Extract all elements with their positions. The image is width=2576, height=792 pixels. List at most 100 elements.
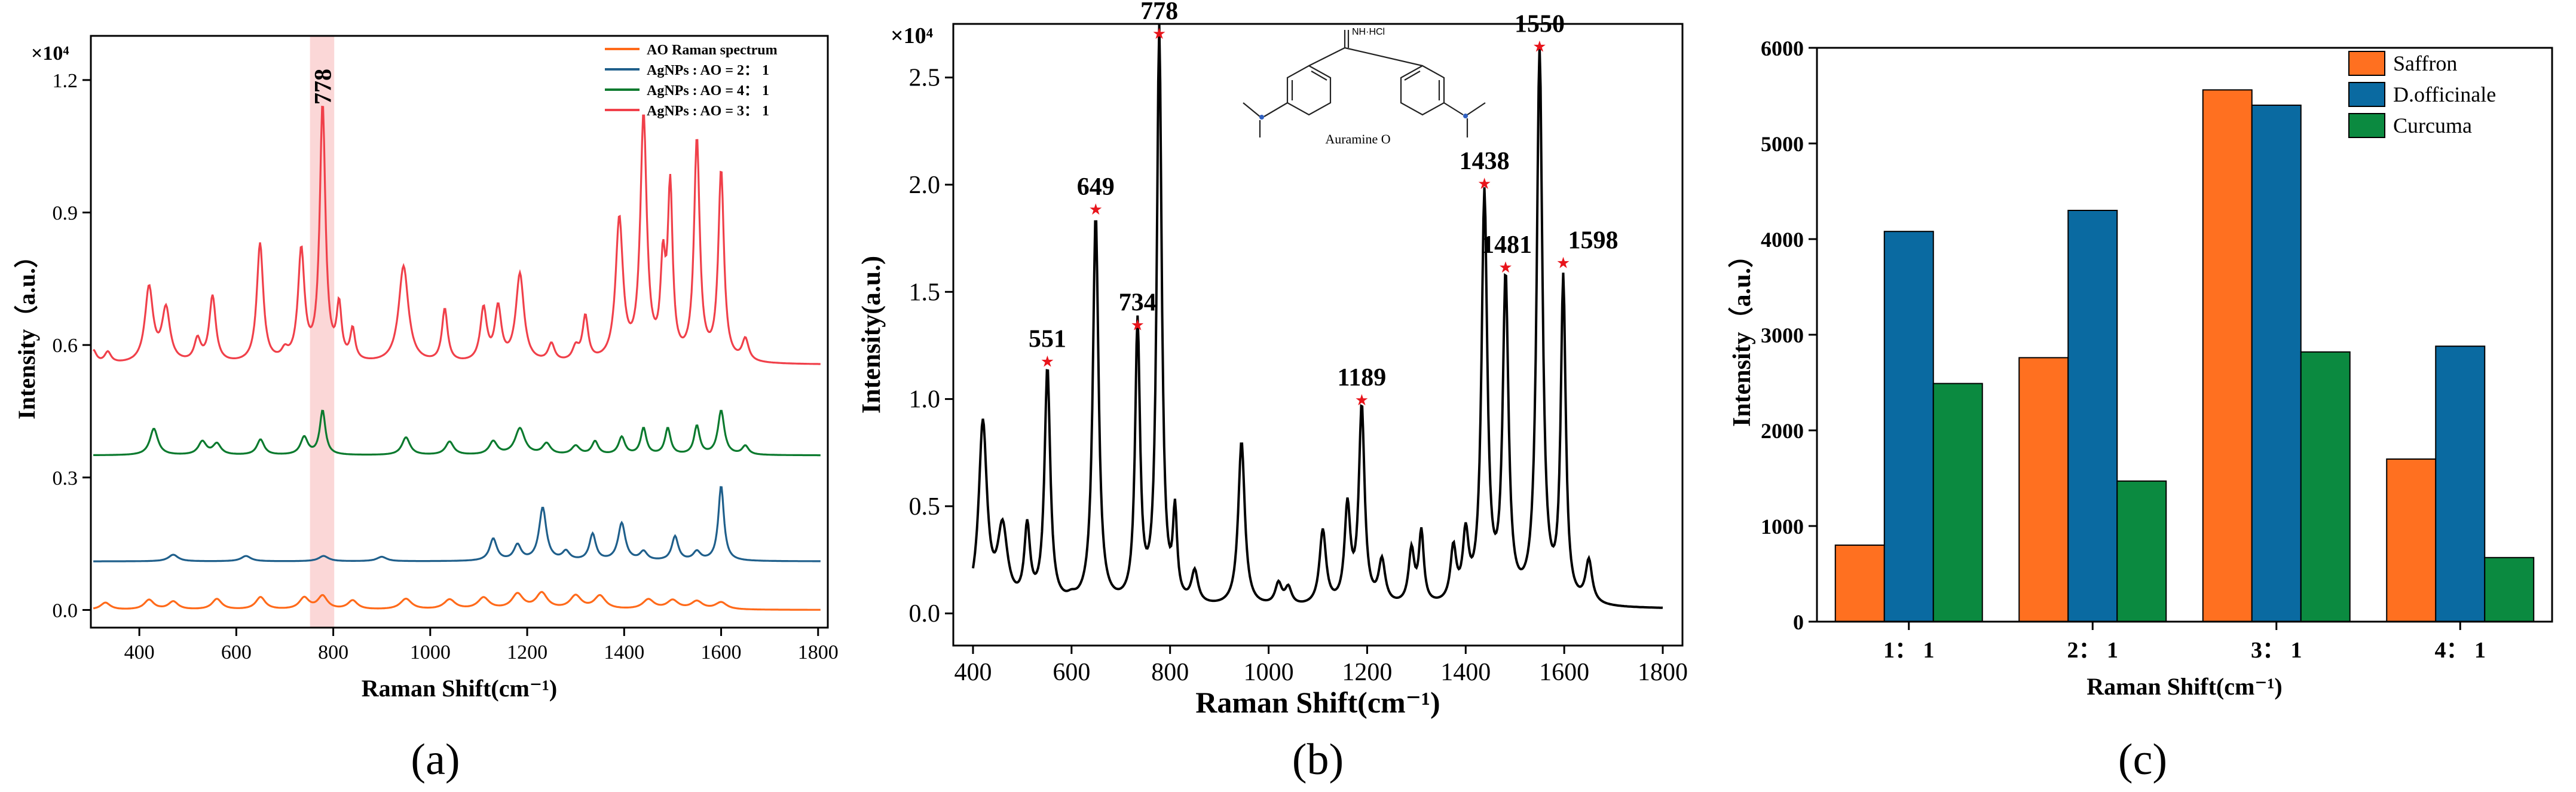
peak-star-marker: ★: [1498, 258, 1512, 276]
y-tick-label: 0.9: [53, 203, 78, 225]
x-tick-label: 1400: [1440, 659, 1491, 686]
peak-star-marker: ★: [1556, 254, 1570, 272]
y-tick-label: 0.5: [909, 493, 941, 521]
x-tick-label: 1800: [1638, 659, 1688, 686]
peak-label-1598: 1598: [1568, 227, 1619, 255]
inset-salt-label: NH·HCl: [1352, 27, 1385, 37]
panel-b-chart: 400 600 800 1000 1200 1400 1600 1800 0.0 0.5 1.0 1…: [856, 0, 1688, 784]
x-tick-label: 400: [124, 641, 155, 663]
y-tick-label: 0.0: [909, 600, 941, 628]
x-axis-label: Raman Shift(cm⁻¹): [2087, 673, 2283, 700]
y-tick-label: 2000: [1761, 419, 1804, 443]
y-axis-label: Intensity（a.u.）: [13, 244, 40, 419]
series-line-ao-raman-spectrum: [93, 591, 821, 611]
spectrum-line: [972, 25, 1663, 609]
series-line-agnps-ao-3-1: [93, 105, 821, 365]
y-scale-label: ×10⁴: [891, 23, 934, 48]
peak-star-marker: ★: [1355, 391, 1369, 409]
y-axis-label: Intensity(a.u.): [856, 256, 886, 414]
peak-star-marker: ★: [1041, 353, 1054, 371]
peak-label-1481: 1481: [1482, 231, 1532, 259]
bar-d-officinale-1: [1883, 231, 1934, 622]
peak-label-734: 734: [1119, 289, 1157, 317]
bar-saffron-1: [1834, 545, 1885, 622]
peak-star-marker: ★: [1532, 37, 1546, 55]
legend: Saffron D.officinale Curcuma: [2348, 51, 2496, 138]
y-tick-label: 0: [1793, 610, 1804, 634]
y-tick-label: 0.3: [53, 467, 78, 490]
x-tick-label: 1400: [604, 641, 644, 663]
x-tick-label: 1600: [701, 641, 742, 663]
y-tick-label: 1000: [1761, 515, 1804, 539]
bar-saffron-3: [2202, 89, 2253, 622]
peak-star-marker: ★: [1477, 175, 1491, 192]
x-tick-label: 1200: [507, 641, 547, 663]
panel-a-chart: 400 600 800 1000 1200 1400 1600 1800 0.0 0.3 0.6 0…: [13, 35, 839, 784]
bar-saffron-4: [2386, 458, 2437, 622]
bar-curcuma-1: [1932, 383, 1983, 622]
x-tick-label: 1000: [410, 641, 451, 663]
x-axis-label: Raman Shift(cm⁻¹): [362, 675, 558, 702]
panel-label-b: (b): [1292, 735, 1344, 784]
plot-frame: [952, 23, 1684, 647]
y-tick-label: 0.6: [53, 335, 78, 357]
peak-star-marker: ★: [1089, 200, 1103, 218]
legend-label: AgNPs : AO = 4： 1: [647, 83, 769, 99]
auramine-o-structure: [1243, 30, 1486, 137]
legend-label: D.officinale: [2393, 82, 2496, 106]
peak-star-marker: ★: [1131, 316, 1145, 334]
plot-frame: [90, 35, 829, 629]
peak-label-1438: 1438: [1460, 148, 1510, 175]
legend-label: Curcuma: [2393, 114, 2472, 137]
peak-label-1550: 1550: [1515, 10, 1565, 38]
bar-curcuma-3: [2300, 351, 2351, 622]
series-line-agnps-ao-2-1: [93, 486, 821, 562]
x-tick-label: 800: [1151, 659, 1189, 686]
y-tick-label: 3000: [1761, 323, 1804, 347]
x-tick-label: 1600: [1539, 659, 1589, 686]
bar-saffron-2: [2018, 357, 2069, 623]
inset-molecule-label: Auramine O: [1325, 132, 1390, 146]
y-tick-label: 2.0: [909, 172, 941, 199]
x-tick-label: 800: [318, 641, 348, 663]
bar-curcuma-4: [2484, 556, 2535, 622]
peak-label-551: 551: [1029, 326, 1066, 353]
bar-d-officinale-4: [2435, 345, 2486, 622]
legend: AO Raman spectrum AgNPs : AO = 2： 1 AgNPs …: [605, 42, 778, 119]
panel-c-chart: 1： 1 2： 1 3： 1 4： 1 0 1000 2000 3000 4000 5000 60…: [1728, 36, 2553, 784]
x-tick-label: 400: [954, 659, 992, 686]
legend-swatch: [2348, 113, 2385, 138]
y-tick-label: 1.5: [909, 279, 941, 306]
y-tick-label: 1.0: [909, 386, 941, 414]
panel-label-a: (a): [411, 735, 460, 784]
y-tick-label: 5000: [1761, 132, 1804, 156]
peak-star-marker: ★: [1152, 25, 1166, 42]
y-tick-label: 2.5: [909, 65, 941, 92]
bar-d-officinale-2: [2067, 210, 2118, 622]
bar-curcuma-2: [2116, 480, 2167, 622]
x-tick-label: 1800: [798, 641, 839, 663]
y-scale-label: ×10⁴: [31, 42, 69, 65]
x-tick-label: 1200: [1342, 659, 1392, 686]
legend-label: AgNPs : AO = 3： 1: [647, 103, 769, 119]
x-tick-label: 2： 1: [2067, 638, 2118, 663]
legend-label: AO Raman spectrum: [647, 42, 778, 58]
x-axis-label: Raman Shift(cm⁻¹): [1195, 686, 1440, 719]
panel-label-c: (c): [2118, 735, 2167, 784]
legend-swatch: [2348, 82, 2385, 107]
x-tick-label: 1000: [1244, 659, 1294, 686]
legend-swatch: [2348, 51, 2385, 76]
peak-annotation-778: 778: [310, 69, 336, 105]
peak-label-649: 649: [1077, 173, 1115, 201]
peak-label-778: 778: [1140, 0, 1178, 25]
legend-label: Saffron: [2393, 51, 2457, 75]
y-tick-label: 6000: [1761, 36, 1804, 60]
y-axis-label: Intensity（a.u.）: [1728, 243, 1756, 427]
x-tick-label: 600: [221, 641, 252, 663]
y-tick-label: 1.2: [53, 70, 78, 92]
y-tick-label: 0.0: [53, 600, 78, 622]
x-tick-label: 3： 1: [2251, 638, 2302, 663]
x-tick-label: 4： 1: [2434, 638, 2486, 663]
peak-label-1189: 1189: [1338, 364, 1387, 392]
x-tick-label: 1： 1: [1883, 638, 1935, 663]
